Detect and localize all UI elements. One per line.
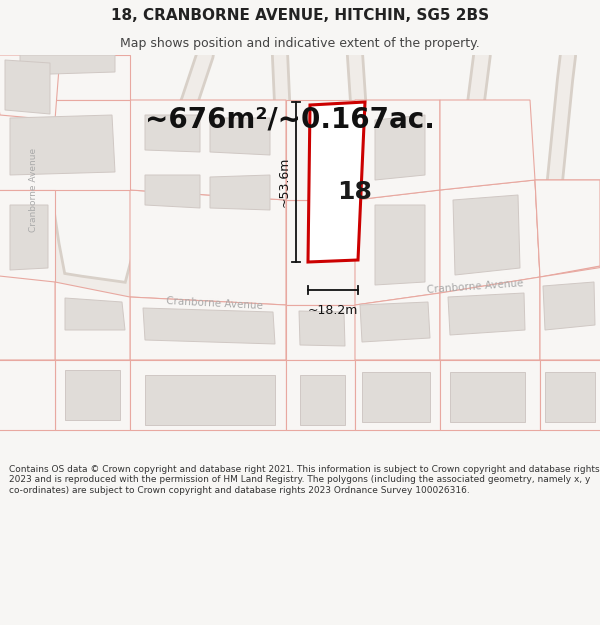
Text: Map shows position and indicative extent of the property.: Map shows position and indicative extent…: [120, 38, 480, 51]
Polygon shape: [10, 205, 48, 270]
Text: ~676m²/~0.167ac.: ~676m²/~0.167ac.: [145, 106, 435, 134]
Polygon shape: [355, 100, 440, 200]
Polygon shape: [448, 293, 525, 335]
Polygon shape: [0, 360, 55, 430]
Polygon shape: [0, 190, 55, 282]
Polygon shape: [355, 293, 440, 360]
Polygon shape: [145, 375, 275, 425]
Polygon shape: [300, 375, 345, 425]
Polygon shape: [0, 55, 60, 120]
Text: Contains OS data © Crown copyright and database right 2021. This information is : Contains OS data © Crown copyright and d…: [9, 465, 599, 495]
Polygon shape: [65, 370, 120, 420]
Polygon shape: [440, 100, 535, 190]
Polygon shape: [453, 195, 520, 275]
Polygon shape: [130, 190, 286, 305]
Polygon shape: [286, 360, 355, 430]
Polygon shape: [286, 305, 355, 360]
Polygon shape: [440, 277, 540, 360]
Polygon shape: [210, 175, 270, 210]
Polygon shape: [0, 55, 130, 100]
Text: 18, CRANBORNE AVENUE, HITCHIN, SG5 2BS: 18, CRANBORNE AVENUE, HITCHIN, SG5 2BS: [111, 8, 489, 23]
Polygon shape: [130, 100, 286, 200]
Text: ~53.6m: ~53.6m: [277, 157, 290, 208]
Polygon shape: [535, 180, 600, 277]
Polygon shape: [535, 180, 600, 277]
Polygon shape: [210, 118, 270, 155]
Polygon shape: [540, 360, 600, 430]
Polygon shape: [362, 372, 430, 422]
Polygon shape: [360, 302, 430, 342]
Polygon shape: [299, 311, 345, 346]
Polygon shape: [450, 372, 525, 422]
Text: Cranborne Avenue: Cranborne Avenue: [29, 148, 37, 232]
Polygon shape: [145, 175, 200, 208]
Polygon shape: [143, 308, 275, 344]
Polygon shape: [540, 266, 600, 360]
Text: Cranborne Avenue: Cranborne Avenue: [166, 296, 263, 311]
Polygon shape: [10, 115, 115, 175]
Polygon shape: [286, 100, 355, 200]
Polygon shape: [308, 102, 365, 262]
Polygon shape: [55, 360, 130, 430]
Polygon shape: [130, 297, 286, 360]
Polygon shape: [0, 100, 130, 190]
Polygon shape: [543, 282, 595, 330]
Polygon shape: [375, 205, 425, 285]
Polygon shape: [440, 180, 540, 293]
Polygon shape: [286, 200, 355, 305]
Polygon shape: [355, 360, 440, 430]
Text: Cranborne Avenue: Cranborne Avenue: [427, 279, 524, 296]
Polygon shape: [355, 190, 440, 305]
Polygon shape: [130, 360, 286, 430]
Polygon shape: [440, 360, 540, 430]
Text: ~18.2m: ~18.2m: [308, 304, 358, 316]
Polygon shape: [145, 115, 200, 152]
Polygon shape: [375, 115, 425, 180]
Polygon shape: [545, 372, 595, 422]
Polygon shape: [65, 298, 125, 330]
Polygon shape: [20, 55, 115, 75]
Polygon shape: [55, 282, 130, 360]
Polygon shape: [0, 275, 55, 360]
Polygon shape: [5, 60, 50, 114]
Text: 18: 18: [338, 180, 373, 204]
